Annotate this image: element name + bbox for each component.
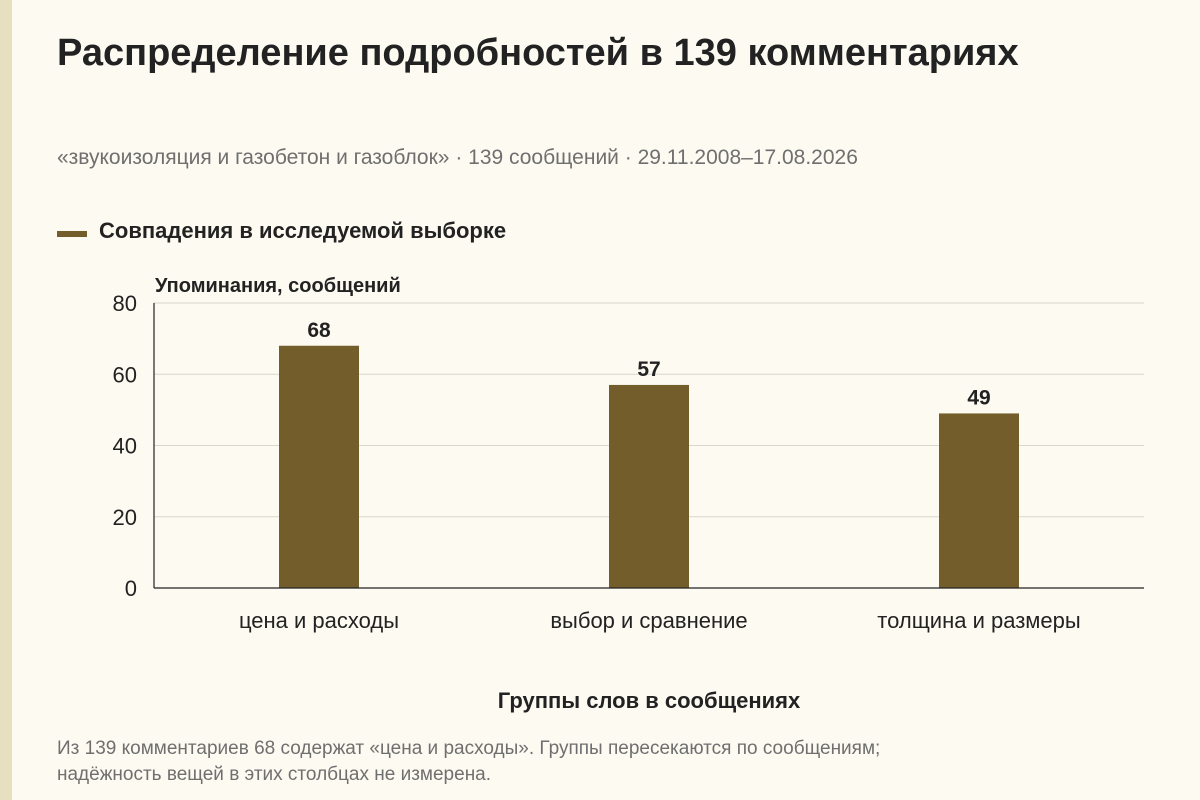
data-label: 68 [307, 319, 331, 342]
footnote: Из 139 комментариев 68 содержат «цена и … [57, 736, 1157, 788]
legend-swatch [57, 231, 87, 237]
chart-title: Распределение подробностей в 139 коммент… [57, 32, 1019, 74]
footnote-line-1: Из 139 комментариев 68 содержат «цена и … [57, 738, 881, 759]
legend-label: Совпадения в исследуемой выборке [99, 218, 507, 243]
x-tick-label: толщина и размеры [877, 608, 1080, 633]
legend: Совпадения в исследуемой выборке [57, 218, 506, 244]
bars [279, 345, 1019, 588]
y-tick-label: 80 [113, 291, 137, 316]
data-label: 57 [637, 358, 660, 381]
y-tick-label: 60 [113, 362, 137, 387]
left-accent-stripe [0, 0, 12, 800]
x-tick-label: выбор и сравнение [550, 608, 747, 633]
bar [279, 345, 359, 588]
bar [609, 384, 689, 588]
x-tick-label: цена и расходы [239, 608, 399, 633]
data-labels: 68 57 49 [307, 319, 990, 410]
axes [153, 303, 1144, 589]
data-label: 49 [967, 386, 990, 409]
footnote-line-2: надёжность вещей в этих столбцах не изме… [57, 764, 492, 785]
y-axis-title: Упоминания, сообщений [155, 275, 401, 297]
tick-labels: 0 20 40 60 80 цена и расходы выбор и сравнение… [113, 291, 1081, 633]
y-tick-label: 20 [113, 505, 137, 530]
y-tick-label: 0 [125, 576, 137, 601]
y-tick-label: 40 [113, 434, 137, 459]
chart-subtitle: «звукоизоляция и газобетон и газоблок» ·… [57, 146, 858, 169]
bar [939, 413, 1019, 588]
x-axis-title: Группы слов в сообщениях [498, 688, 801, 713]
